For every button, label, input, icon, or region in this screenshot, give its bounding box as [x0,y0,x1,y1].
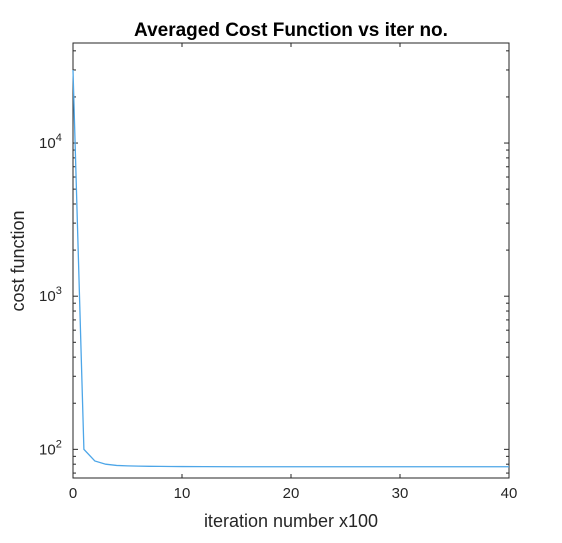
y-tick-label-base: 10 [39,135,56,152]
y-axis-label: cost function [8,210,28,311]
y-tick-label-exponent: 3 [56,285,62,297]
x-axis-ticks: 0 10 20 30 40 [69,43,518,502]
chart-title: Averaged Cost Function vs iter no. [134,20,448,41]
y-tick-label: 104 [39,132,62,152]
x-tick-label: 40 [501,485,518,502]
y-tick-label: 102 [39,438,62,458]
x-tick-label: 0 [69,485,77,502]
y-tick-label: 103 [39,285,62,305]
plot-area [72,42,510,479]
series-layer [72,69,509,468]
y-tick-label-base: 10 [39,441,56,458]
x-tick-label: 20 [283,485,300,502]
x-tick-label: 10 [174,485,191,502]
x-tick-label: 30 [392,485,409,502]
cost-series-line [72,69,509,468]
y-tick-label-exponent: 2 [56,438,62,450]
y-tick-label-exponent: 4 [56,132,62,144]
x-axis-label: iteration number x100 [204,511,378,531]
y-tick-label-base: 10 [39,288,56,305]
